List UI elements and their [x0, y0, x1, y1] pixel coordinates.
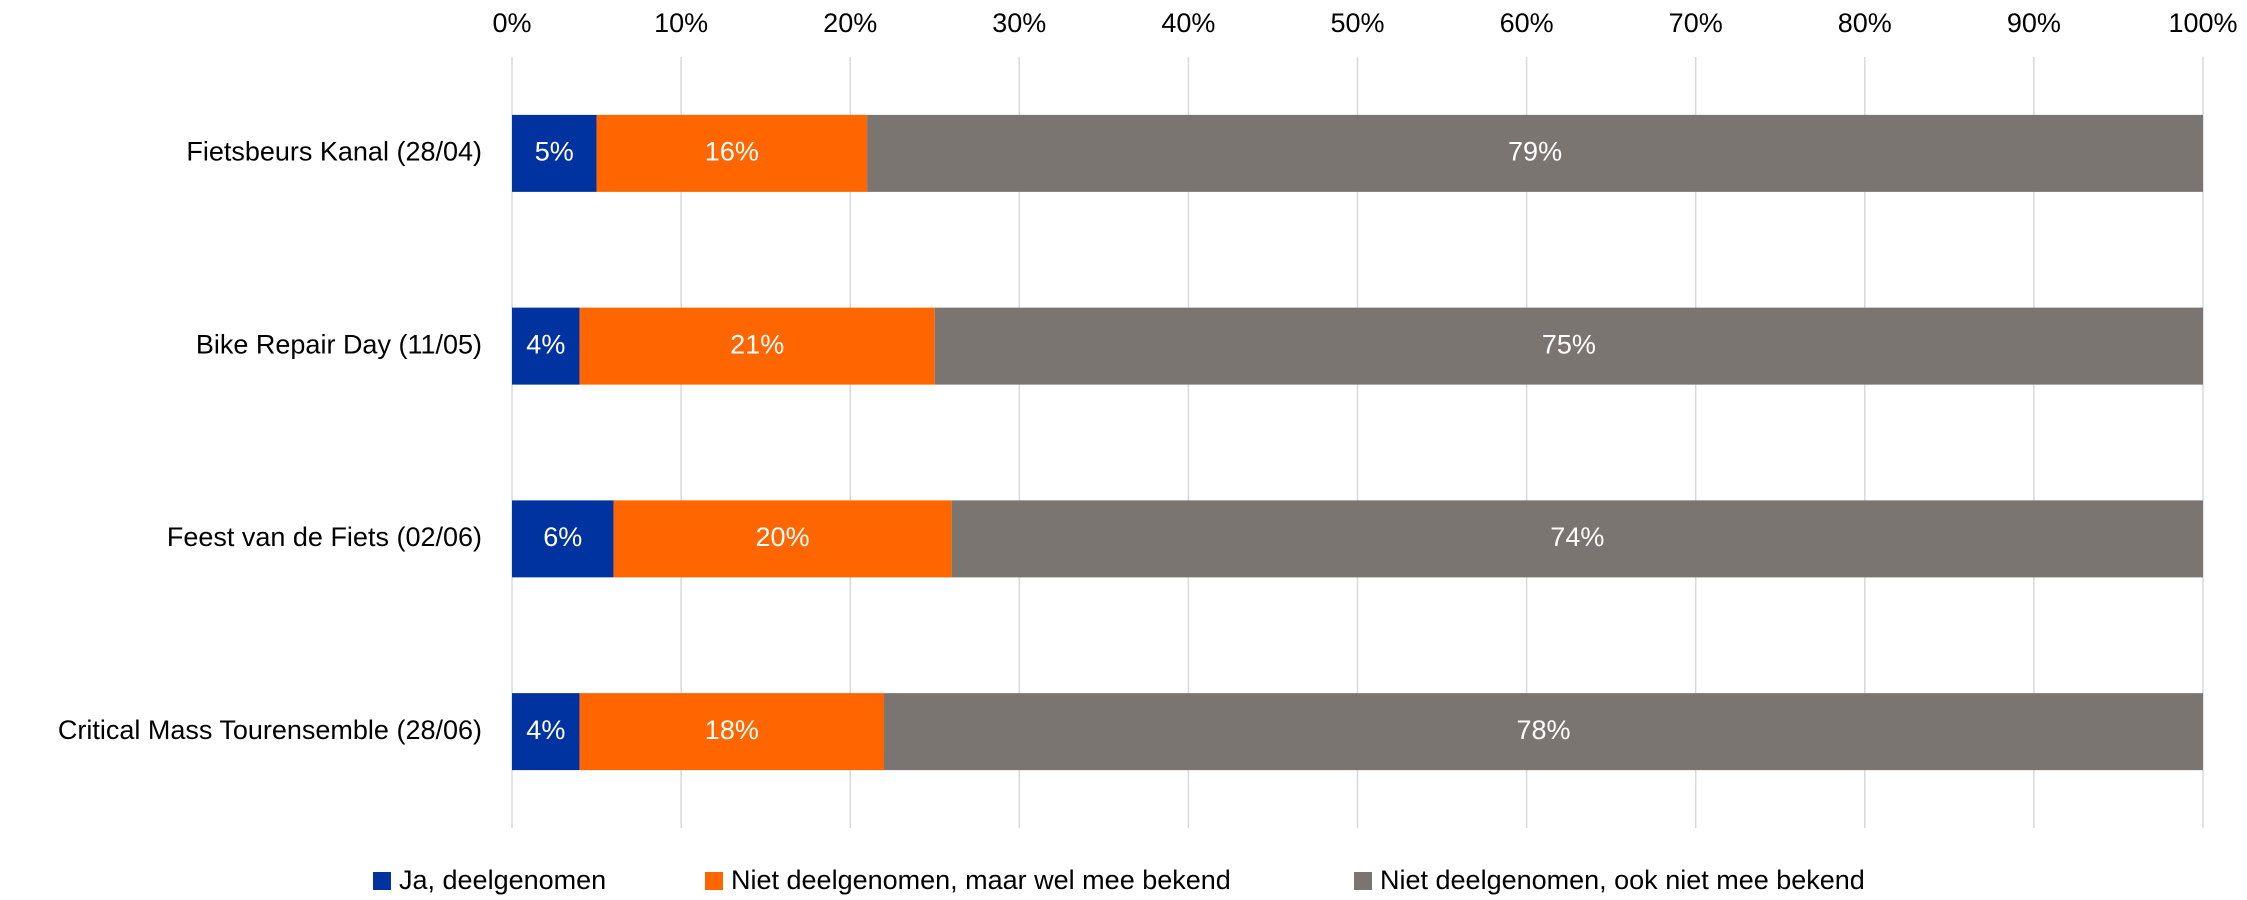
value-label: 74%	[1550, 522, 1604, 552]
legend-label: Ja, deelgenomen	[399, 865, 606, 895]
y-tick-label: Bike Repair Day (11/05)	[196, 329, 482, 359]
x-tick-label: 50%	[1330, 8, 1384, 38]
bar-segment	[512, 693, 580, 771]
y-tick-label: Fietsbeurs Kanal (28/04)	[186, 137, 482, 167]
bar-segment	[512, 307, 580, 385]
x-tick-label: 10%	[654, 8, 708, 38]
x-tick-label: 70%	[1669, 8, 1723, 38]
legend-label: Niet deelgenomen, maar wel mee bekend	[731, 865, 1231, 895]
x-tick-label: 40%	[1161, 8, 1215, 38]
value-label: 78%	[1516, 715, 1570, 745]
value-label: 6%	[543, 522, 582, 552]
bar-segment	[884, 693, 2203, 771]
value-label: 4%	[526, 329, 565, 359]
bar-segment	[613, 500, 952, 578]
value-label: 75%	[1542, 329, 1596, 359]
y-tick-label: Feest van de Fiets (02/06)	[167, 522, 482, 552]
value-label: 18%	[705, 715, 759, 745]
legend-swatch	[1354, 872, 1372, 890]
bar-segment	[512, 114, 597, 192]
x-tick-label: 0%	[492, 8, 531, 38]
x-tick-label: 30%	[992, 8, 1046, 38]
value-label: 79%	[1508, 137, 1562, 167]
bar-segment	[512, 500, 614, 578]
bar-segment	[579, 693, 885, 771]
value-label: 21%	[730, 329, 784, 359]
x-tick-label: 80%	[1838, 8, 1892, 38]
value-label: 4%	[526, 715, 565, 745]
legend-label: Niet deelgenomen, ook niet mee bekend	[1380, 865, 1865, 895]
y-tick-label: Critical Mass Tourensemble (28/06)	[58, 715, 482, 745]
x-tick-label: 90%	[2007, 8, 2061, 38]
x-tick-label: 60%	[1500, 8, 1554, 38]
x-tick-label: 100%	[2168, 8, 2237, 38]
bar-segment	[934, 307, 2203, 385]
value-label: 16%	[705, 137, 759, 167]
bar-segment	[951, 500, 2204, 578]
value-label: 5%	[535, 137, 574, 167]
legend-swatch	[373, 872, 391, 890]
x-tick-label: 20%	[823, 8, 877, 38]
value-label: 20%	[756, 522, 810, 552]
bar-segment	[596, 114, 868, 192]
bar-segment	[867, 114, 2203, 192]
legend-swatch	[705, 872, 723, 890]
bar-segment	[579, 307, 935, 385]
